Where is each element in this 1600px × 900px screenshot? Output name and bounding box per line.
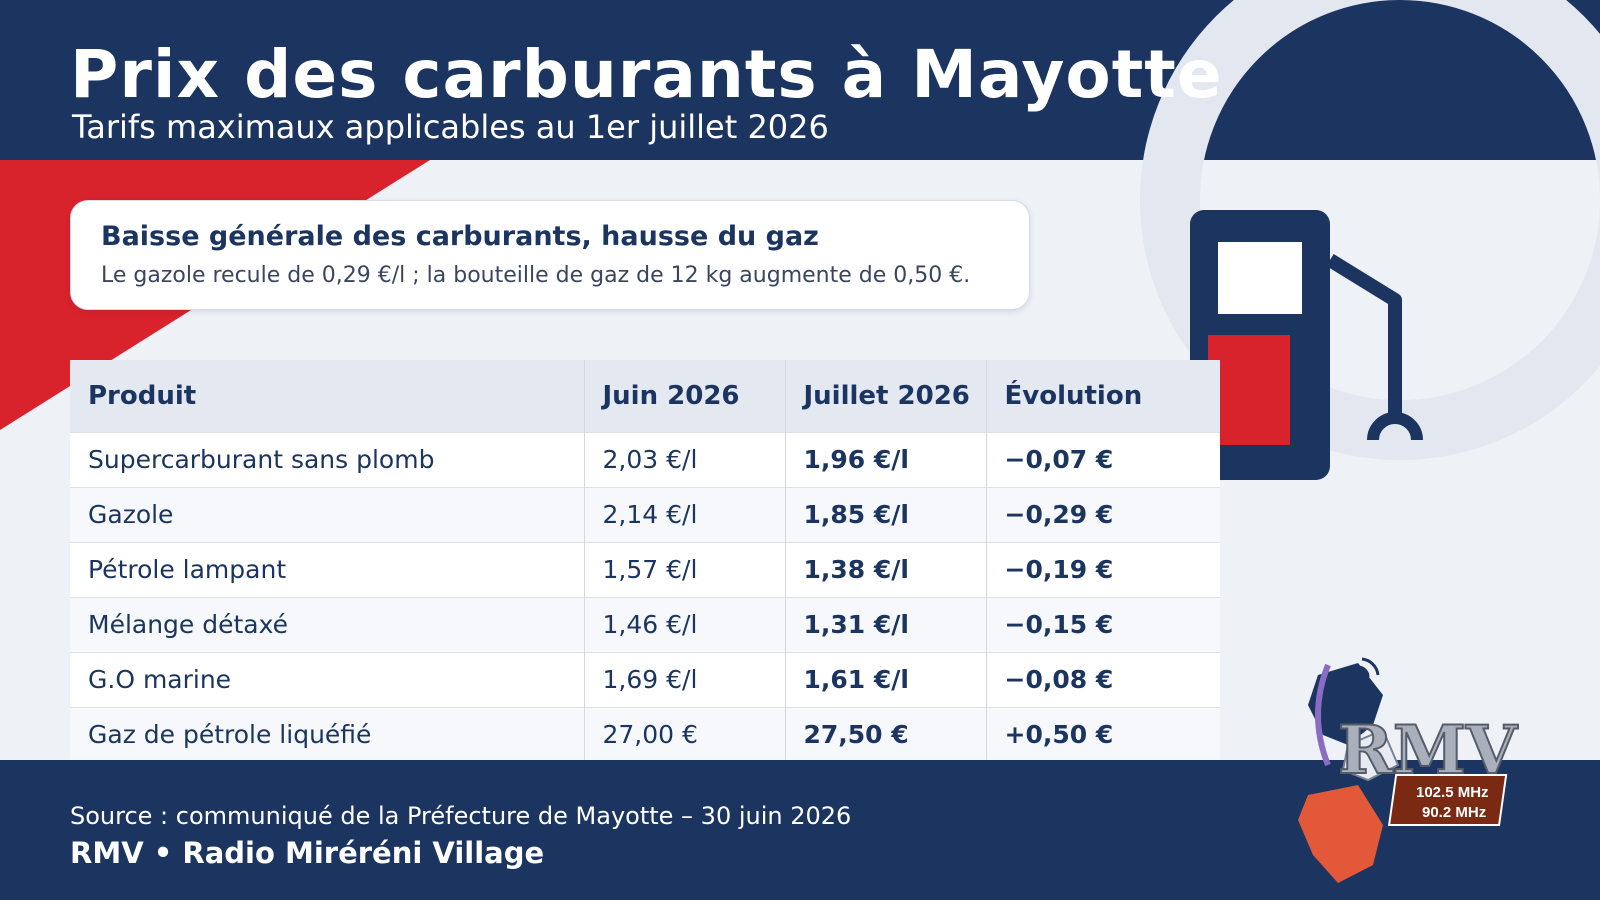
price-change: −0,19 €: [985, 541, 1220, 597]
price-july: 1,61 €/l: [784, 651, 986, 707]
summary-callout: Baisse générale des carburants, hausse d…: [70, 200, 1030, 310]
price-july: 27,50 €: [784, 706, 986, 762]
price-change: −0,15 €: [985, 596, 1220, 652]
table-row: Pétrole lampant 1,57 €/l 1,38 €/l −0,19 …: [70, 541, 1220, 597]
logo-frequency-2: 90.2 MHz: [1422, 804, 1486, 821]
product-name: Supercarburant sans plomb: [70, 431, 584, 487]
table-row: Mélange détaxé 1,46 €/l 1,31 €/l −0,15 €: [70, 596, 1220, 652]
price-june: 2,14 €/l: [583, 486, 785, 542]
table-row: Gaz de pétrole liquéfié 27,00 € 27,50 € …: [70, 706, 1220, 762]
table-row: G.O marine 1,69 €/l 1,61 €/l −0,08 €: [70, 651, 1220, 707]
price-change: −0,29 €: [985, 486, 1220, 542]
column-header-juillet: Juillet 2026: [784, 360, 986, 432]
price-change: +0,50 €: [985, 706, 1220, 762]
price-june: 2,03 €/l: [583, 431, 785, 487]
product-name: G.O marine: [70, 651, 584, 707]
callout-title: Baisse générale des carburants, hausse d…: [101, 221, 819, 252]
price-july: 1,85 €/l: [784, 486, 986, 542]
table-header-row: Produit Juin 2026 Juillet 2026 Évolution: [70, 360, 1220, 432]
product-name: Mélange détaxé: [70, 596, 584, 652]
product-name: Gazole: [70, 486, 584, 542]
callout-text: Le gazole recule de 0,29 €/l ; la boutei…: [101, 263, 971, 288]
price-july: 1,38 €/l: [784, 541, 986, 597]
column-header-produit: Produit: [70, 360, 584, 432]
rmv-logo: RMV 102.5 MHz 90.2 MHz: [1298, 657, 1520, 883]
price-change: −0,08 €: [985, 651, 1220, 707]
column-header-evolution: Évolution: [985, 360, 1220, 432]
price-table: Produit Juin 2026 Juillet 2026 Évolution…: [70, 360, 1220, 762]
table-row: Supercarburant sans plomb 2,03 €/l 1,96 …: [70, 431, 1220, 487]
brand-name: RMV • Radio Miréréni Village: [70, 836, 545, 870]
page-subtitle: Tarifs maximaux applicables au 1er juill…: [72, 108, 829, 146]
product-name: Pétrole lampant: [70, 541, 584, 597]
price-june: 1,69 €/l: [583, 651, 785, 707]
price-june: 1,57 €/l: [583, 541, 785, 597]
column-header-juin: Juin 2026: [583, 360, 785, 432]
page-title: Prix des carburants à Mayotte: [70, 36, 1223, 113]
fuel-pump-icon: [1190, 210, 1423, 480]
price-change: −0,07 €: [985, 431, 1220, 487]
logo-frequency-1: 102.5 MHz: [1416, 784, 1489, 801]
product-name: Gaz de pétrole liquéfié: [70, 706, 584, 762]
price-june: 27,00 €: [583, 706, 785, 762]
price-july: 1,96 €/l: [784, 431, 986, 487]
price-july: 1,31 €/l: [784, 596, 986, 652]
table-row: Gazole 2,14 €/l 1,85 €/l −0,29 €: [70, 486, 1220, 542]
source-note: Source : communiqué de la Préfecture de …: [70, 802, 852, 830]
price-june: 1,46 €/l: [583, 596, 785, 652]
